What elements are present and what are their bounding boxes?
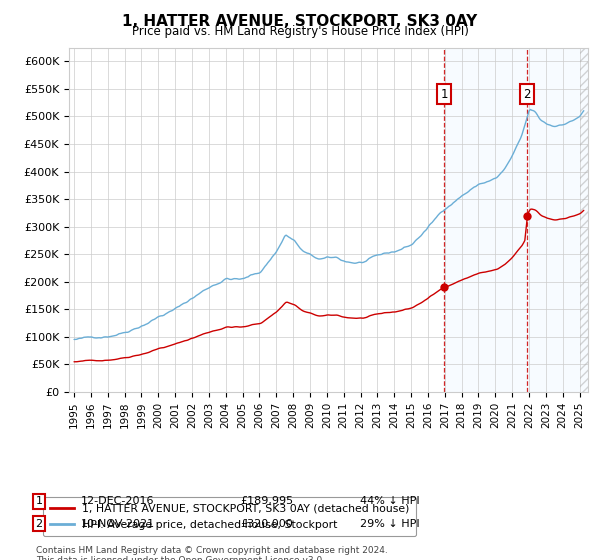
- Text: Price paid vs. HM Land Registry's House Price Index (HPI): Price paid vs. HM Land Registry's House …: [131, 25, 469, 38]
- Text: £189,995: £189,995: [240, 496, 293, 506]
- Text: 10-NOV-2021: 10-NOV-2021: [81, 519, 155, 529]
- Text: £320,000: £320,000: [240, 519, 293, 529]
- Legend: 1, HATTER AVENUE, STOCKPORT, SK3 0AY (detached house), HPI: Average price, detac: 1, HATTER AVENUE, STOCKPORT, SK3 0AY (de…: [43, 497, 416, 536]
- Text: 2: 2: [523, 87, 530, 101]
- Text: 1: 1: [35, 496, 43, 506]
- Text: 12-DEC-2016: 12-DEC-2016: [81, 496, 155, 506]
- Bar: [580, 48, 588, 392]
- Bar: [444, 48, 527, 392]
- Bar: [527, 48, 588, 392]
- Text: 1: 1: [440, 87, 448, 101]
- Text: 29% ↓ HPI: 29% ↓ HPI: [360, 519, 419, 529]
- Bar: [580, 48, 588, 392]
- Text: Contains HM Land Registry data © Crown copyright and database right 2024.
This d: Contains HM Land Registry data © Crown c…: [36, 546, 388, 560]
- Text: 44% ↓ HPI: 44% ↓ HPI: [360, 496, 419, 506]
- Text: 1, HATTER AVENUE, STOCKPORT, SK3 0AY: 1, HATTER AVENUE, STOCKPORT, SK3 0AY: [122, 14, 478, 29]
- Text: 2: 2: [35, 519, 43, 529]
